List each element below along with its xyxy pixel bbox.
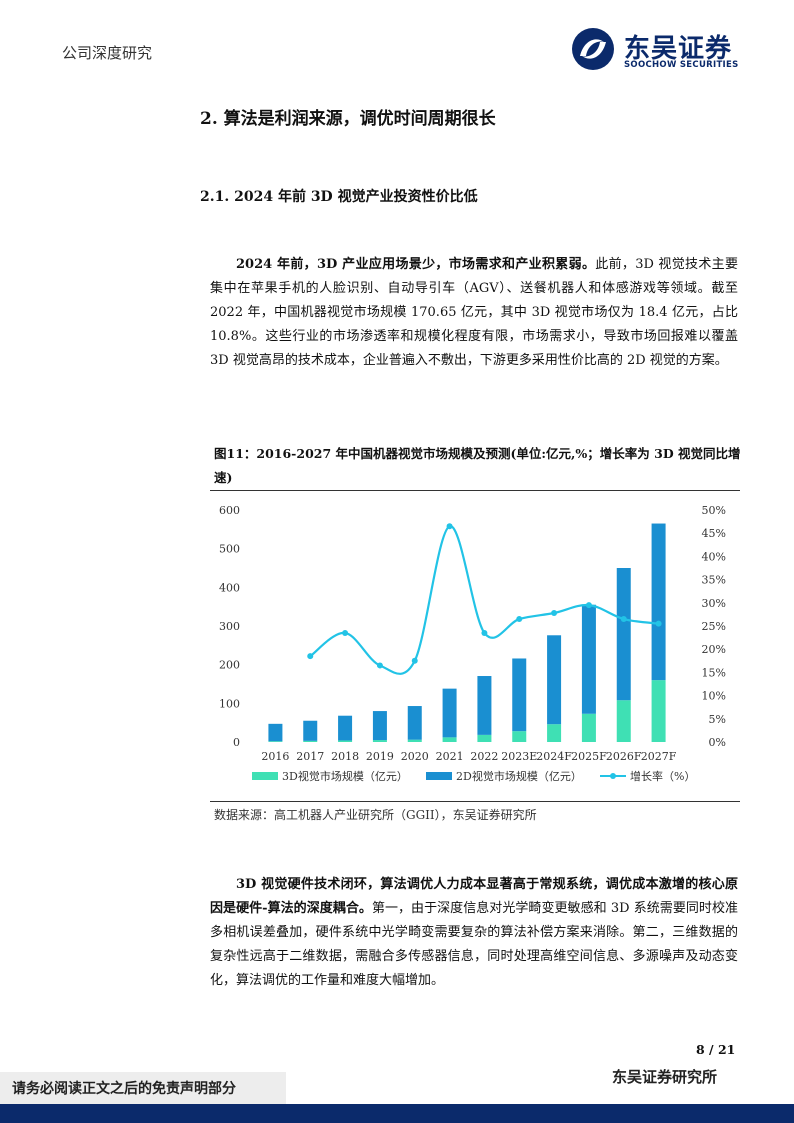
- figure-bottom-rule: [210, 801, 740, 802]
- growth-rate-point: [551, 610, 558, 617]
- x-tick-label: 2025F: [571, 750, 607, 763]
- growth-rate-point: [342, 629, 349, 636]
- growth-rate-point: [411, 657, 418, 664]
- y-left-tick-label: 400: [219, 581, 240, 594]
- bar-3d: [303, 740, 318, 742]
- y-right-tick-label: 35%: [702, 574, 726, 587]
- legend-swatch-line-marker: [610, 773, 616, 779]
- bar-3d: [477, 734, 492, 742]
- bar-3d: [651, 680, 666, 742]
- brand-name-cn: 东吴证券: [624, 34, 733, 64]
- bar-3d: [407, 739, 422, 742]
- figure-caption: 图11：2016-2027 年中国机器视觉市场规模及预测(单位:亿元,%；增长率…: [214, 446, 741, 485]
- growth-rate-point: [655, 620, 662, 627]
- y-right-tick-label: 40%: [702, 550, 726, 563]
- y-left-tick-label: 200: [219, 659, 240, 672]
- legend-swatch-2d: [426, 772, 452, 780]
- x-tick-label: 2018: [331, 750, 359, 763]
- x-tick-label: 2016: [261, 750, 289, 763]
- paragraph-1-body: 此前，3D 视觉技术主要集中在苹果手机的人脸识别、自动导引车（AGV）、送餐机器…: [210, 257, 739, 368]
- x-tick-label: 2027F: [641, 750, 677, 763]
- growth-rate-point: [307, 653, 314, 660]
- y-left-tick-label: 500: [219, 543, 240, 556]
- bar-2d: [303, 720, 318, 741]
- growth-rate-point: [376, 662, 383, 669]
- bar-3d: [512, 731, 527, 742]
- x-tick-label: 2021: [436, 750, 464, 763]
- y-left-tick-label: 600: [219, 504, 240, 517]
- brand-logo-icon: [572, 28, 614, 70]
- bar-3d: [338, 740, 353, 742]
- bar-3d: [547, 724, 562, 742]
- growth-rate-point: [620, 616, 627, 623]
- paragraph-1-lead: 2024 年前，3D 产业应用场景少，市场需求和产业积累弱。: [236, 257, 596, 272]
- bar-2d: [477, 676, 492, 735]
- bar-2d: [407, 706, 422, 740]
- bar-3d: [268, 741, 283, 742]
- x-tick-label: 2020: [401, 750, 429, 763]
- y-left-tick-label: 0: [233, 736, 240, 749]
- bar-3d: [581, 713, 596, 742]
- growth-rate-line: [309, 525, 659, 675]
- brand-logo: 东吴证券 SOOCHOW SECURITIES: [570, 26, 745, 72]
- section-heading: 2. 算法是利润来源，调优时间周期很长: [200, 109, 496, 129]
- figure-source: 数据来源：高工机器人产业研究所（GGII），东吴证券研究所: [214, 808, 537, 822]
- paragraph-2-lead: 3D 视觉硬件技术闭环，算法调优人力成本显著高于常规系统，调优成本激增的核心原因…: [210, 877, 738, 916]
- y-right-tick-label: 15%: [702, 666, 726, 679]
- bar-2d: [616, 568, 631, 701]
- bar-2d: [651, 523, 666, 681]
- bar-2d: [268, 723, 283, 742]
- subsection-heading: 2.1. 2024 年前 3D 视觉产业投资性价比低: [200, 189, 478, 205]
- x-tick-label: 2022: [470, 750, 498, 763]
- legend-swatch-3d: [252, 772, 278, 780]
- market-size-chart: 0 100 200 300 400 500 600 0% 5% 10% 15% 20% 25% 30% 35…: [208, 490, 740, 800]
- footer-bar: [0, 1104, 794, 1123]
- paragraph-1: 2024 年前，3D 产业应用场景少，市场需求和产业积累弱。此前，3D 视觉技术…: [210, 253, 738, 373]
- y-right-tick-label: 45%: [702, 527, 726, 540]
- legend-label-rate: 增长率（%）: [630, 769, 695, 783]
- growth-rate-point: [481, 629, 488, 636]
- bar-2d: [372, 711, 387, 741]
- bar-2d: [547, 635, 562, 725]
- y-right-tick-label: 30%: [702, 597, 726, 610]
- x-tick-label: 2019: [366, 750, 394, 763]
- bar-2d: [512, 658, 527, 732]
- x-tick-label: 2024F: [536, 750, 572, 763]
- document-type-label: 公司深度研究: [62, 44, 153, 62]
- x-tick-label: 2023E: [501, 750, 537, 763]
- bar-3d: [442, 737, 457, 742]
- paragraph-2-body: 第一，由于深度信息对光学畸变更敏感和 3D 系统需要同时校准多相机误差叠加，硬件…: [210, 901, 738, 988]
- y-right-tick-label: 50%: [702, 504, 726, 517]
- paragraph-2: 3D 视觉硬件技术闭环，算法调优人力成本显著高于常规系统，调优成本激增的核心原因…: [210, 873, 738, 993]
- y-left-tick-label: 300: [219, 620, 240, 633]
- disclaimer-banner[interactable]: 请务必阅读正文之后的免责声明部分: [0, 1072, 286, 1104]
- y-right-tick-label: 0%: [709, 736, 726, 749]
- figure-top-rule: [210, 490, 740, 491]
- y-right-tick-label: 10%: [702, 690, 726, 703]
- bar-2d: [581, 604, 596, 714]
- y-right-tick-label: 5%: [709, 713, 726, 726]
- y-right-tick-label: 20%: [702, 643, 726, 656]
- legend-label-2d: 2D视觉市场规模（亿元）: [456, 769, 582, 783]
- x-tick-label: 2026F: [606, 750, 642, 763]
- bar-3d: [372, 740, 387, 742]
- y-right-tick-label: 25%: [702, 620, 726, 633]
- bar-2d: [338, 715, 353, 741]
- growth-rate-point: [446, 523, 453, 530]
- disclaimer-text: 请务必阅读正文之后的免责声明部分: [12, 1081, 236, 1097]
- x-tick-label: 2017: [296, 750, 324, 763]
- legend-label-3d: 3D视觉市场规模（亿元）: [282, 769, 408, 783]
- brand-name-en: SOOCHOW SECURITIES: [624, 60, 739, 70]
- footer-brand: 东吴证券研究所: [612, 1068, 718, 1086]
- chart-svg: 0 100 200 300 400 500 600 0% 5% 10% 15% 20% 25% 30% 35…: [219, 504, 726, 783]
- growth-rate-point: [585, 602, 592, 609]
- growth-rate-point: [516, 616, 523, 623]
- page-number: 8 / 21: [696, 1042, 736, 1057]
- y-left-tick-label: 100: [219, 697, 240, 710]
- bar-3d: [616, 700, 631, 742]
- bar-2d: [442, 688, 457, 738]
